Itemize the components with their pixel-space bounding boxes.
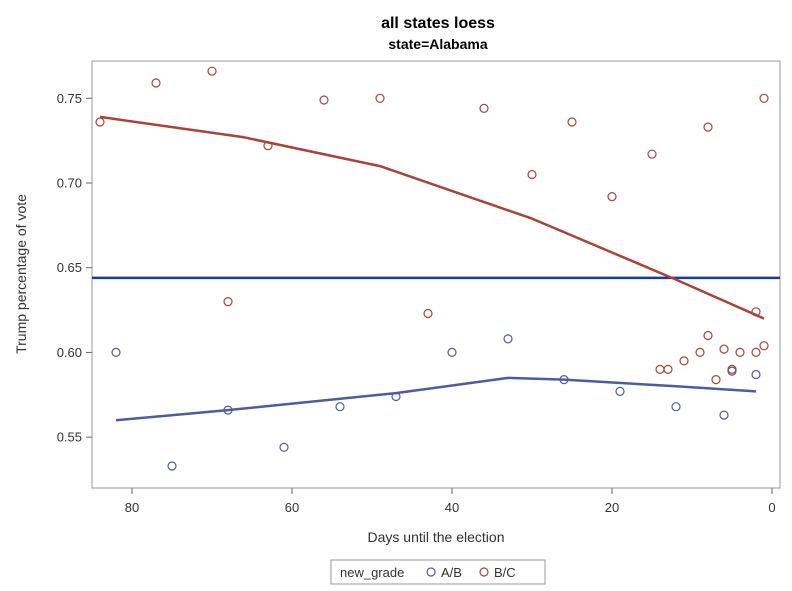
x-tick-label: 40 bbox=[445, 500, 459, 515]
legend-title: new_grade bbox=[340, 565, 404, 580]
x-axis-label: Days until the election bbox=[368, 529, 505, 545]
point-bc bbox=[151, 78, 161, 88]
y-tick-label: 0.75 bbox=[57, 91, 82, 106]
point-bc bbox=[423, 308, 433, 319]
legend-marker-bc bbox=[479, 567, 489, 577]
point-ab bbox=[503, 334, 513, 344]
point-ab bbox=[167, 461, 177, 471]
point-bc bbox=[751, 347, 761, 357]
loess-line-bc bbox=[99, 115, 765, 320]
point-bc bbox=[663, 364, 673, 374]
point-bc bbox=[207, 66, 217, 76]
y-tick-label: 0.60 bbox=[57, 345, 82, 360]
point-bc bbox=[703, 330, 713, 341]
legend-frame bbox=[330, 559, 546, 585]
point-bc bbox=[223, 297, 233, 307]
x-tick-label: 80 bbox=[125, 500, 139, 515]
point-bc bbox=[647, 149, 657, 159]
y-tick-label: 0.65 bbox=[57, 260, 82, 275]
point-bc bbox=[679, 356, 689, 366]
point-bc bbox=[735, 347, 745, 357]
point-bc bbox=[375, 93, 385, 103]
point-bc bbox=[719, 344, 729, 354]
point-ab bbox=[391, 391, 401, 402]
point-bc bbox=[727, 364, 737, 374]
point-bc bbox=[655, 364, 665, 374]
point-bc bbox=[567, 117, 577, 127]
point-bc bbox=[527, 169, 537, 180]
axis-layer: 80 60 40 20 0 0.55 0.60 0.65 0.70 0.75 bbox=[57, 91, 776, 515]
point-bc bbox=[95, 117, 105, 127]
y-tick-label: 0.55 bbox=[57, 430, 82, 445]
chart-title: all states loess bbox=[381, 15, 495, 32]
plot-frame bbox=[91, 60, 781, 489]
legend: new_grade A/B B/C bbox=[330, 559, 546, 585]
point-bc bbox=[607, 192, 617, 202]
point-ab bbox=[719, 410, 729, 420]
point-bc bbox=[759, 93, 769, 103]
point-ab bbox=[615, 386, 625, 396]
point-bc bbox=[751, 307, 761, 317]
x-tick-label: 60 bbox=[285, 500, 299, 515]
x-tick-label: 20 bbox=[605, 500, 619, 515]
y-tick-label: 0.70 bbox=[57, 176, 82, 191]
point-bc bbox=[263, 141, 273, 151]
point-bc bbox=[695, 347, 705, 357]
point-ab bbox=[751, 369, 761, 380]
point-ab bbox=[223, 405, 233, 415]
point-bc bbox=[759, 341, 769, 351]
y-axis-label: Trump percentage of vote bbox=[13, 194, 29, 354]
point-ab bbox=[671, 402, 681, 412]
legend-entry-ab: A/B bbox=[441, 565, 462, 580]
legend-entry-bc: B/C bbox=[494, 565, 516, 580]
chart-subtitle: state=Alabama bbox=[388, 36, 487, 52]
point-bc bbox=[711, 375, 721, 385]
loess-line-ab bbox=[115, 376, 757, 422]
loess-line-layer bbox=[99, 115, 765, 422]
point-bc bbox=[703, 122, 713, 132]
point-layer bbox=[95, 66, 769, 471]
x-tick-label: 0 bbox=[768, 500, 775, 515]
point-ab bbox=[335, 402, 345, 412]
point-bc bbox=[479, 103, 489, 114]
point-ab bbox=[279, 442, 289, 452]
point-bc bbox=[319, 95, 329, 105]
point-ab bbox=[559, 375, 569, 385]
point-ab bbox=[111, 347, 121, 357]
legend-marker-ab bbox=[426, 567, 436, 577]
point-ab bbox=[447, 347, 457, 357]
